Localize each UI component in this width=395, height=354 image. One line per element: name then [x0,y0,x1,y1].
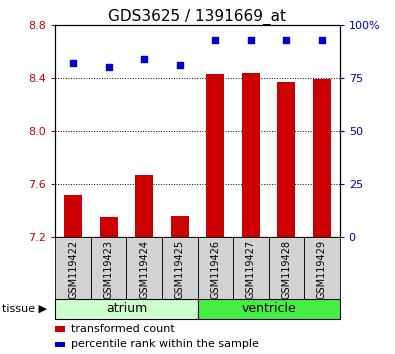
Point [283,37,290,42]
Text: tissue ▶: tissue ▶ [2,304,47,314]
Bar [55,237,91,299]
Bar [55,326,65,332]
Point [141,56,147,62]
Point [248,37,254,42]
Text: GSM119426: GSM119426 [210,240,220,299]
Bar [269,237,304,299]
Text: GSM119425: GSM119425 [175,240,185,299]
Text: GSM119423: GSM119423 [103,240,114,299]
Bar [162,237,198,299]
Text: percentile rank within the sample: percentile rank within the sample [71,339,259,349]
Point [105,64,112,70]
Bar [55,299,198,319]
Bar [55,342,65,347]
Bar [91,237,126,299]
Text: transformed count: transformed count [71,324,175,334]
Text: ventricle: ventricle [241,302,296,315]
Text: GSM119427: GSM119427 [246,240,256,299]
Bar [242,73,260,237]
Bar [171,216,189,237]
Bar [206,74,224,237]
Text: GSM119424: GSM119424 [139,240,149,299]
Bar [126,237,162,299]
Bar [313,79,331,237]
Bar [277,82,295,237]
Bar [304,237,340,299]
Bar [100,217,118,237]
Point [319,37,325,42]
Bar [233,237,269,299]
Bar [198,299,340,319]
Point [212,37,218,42]
Point [177,62,183,68]
Bar [64,195,82,237]
Point [70,60,76,66]
Text: GSM119422: GSM119422 [68,240,78,299]
Title: GDS3625 / 1391669_at: GDS3625 / 1391669_at [109,8,286,25]
Bar [198,237,233,299]
Text: GSM119429: GSM119429 [317,240,327,299]
Text: atrium: atrium [106,302,147,315]
Bar [135,175,153,237]
Text: GSM119428: GSM119428 [281,240,292,299]
